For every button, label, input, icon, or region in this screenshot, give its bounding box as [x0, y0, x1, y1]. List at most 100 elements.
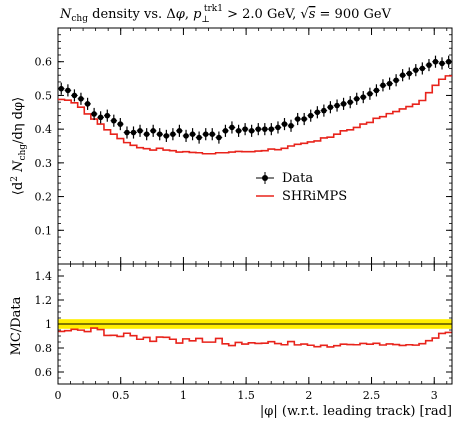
main-y-tick-label: 0.3 — [35, 157, 53, 170]
ratio-y-tick-label: 0.8 — [35, 342, 53, 355]
main-y-axis: 0.1 0.2 0.3 0.4 0.5 0.6 — [35, 34, 452, 258]
data-point — [156, 131, 163, 137]
x-tick-label: 1.5 — [237, 389, 255, 402]
ylabel-n: N — [11, 160, 26, 176]
main-y-tick-label: 0.5 — [35, 89, 53, 102]
data-point — [78, 96, 84, 102]
data-point — [111, 117, 117, 124]
data-point — [301, 116, 307, 122]
data-point — [58, 85, 65, 92]
data-point — [216, 134, 222, 141]
data-point — [176, 128, 183, 134]
main-plot-frame — [57, 27, 453, 265]
data-point — [196, 134, 202, 141]
data-point — [314, 109, 321, 116]
main-x-axis-ticks — [57, 28, 448, 264]
data-point — [294, 116, 301, 122]
data-point — [439, 60, 445, 67]
shrimps-series — [57, 75, 452, 155]
data-point — [170, 131, 176, 137]
ratio-shrimps-step-line — [57, 327, 452, 348]
ratio-panel: 0.6 0.8 1 1.2 1.4 0 0.5 1 1.5 2 2.5 3 MC/Data |φ| … — [9, 263, 453, 419]
data-point — [288, 122, 294, 129]
x-axis: 0 0.5 1 1.5 2 2.5 3 — [55, 264, 448, 402]
data-point — [130, 129, 137, 136]
x-tick-label: 0 — [55, 389, 62, 402]
title-cut: > 2.0 GeV, — [223, 7, 300, 22]
data-point — [242, 126, 248, 132]
main-panel: 0.1 0.2 0.3 0.4 0.5 0.6 ⟨d2 Nchg/dη dφ⟩ Data … — [10, 27, 453, 265]
title-n: N — [59, 7, 72, 22]
ratio-y-tick-label: 1.4 — [35, 270, 53, 283]
data-point — [189, 131, 196, 137]
data-point — [235, 128, 242, 134]
legend-shrimps-label: SHRiMPS — [282, 189, 347, 204]
legend: Data SHRiMPS — [256, 171, 347, 204]
data-point — [419, 65, 426, 72]
ylabel-mid: /dη dφ⟩ — [11, 97, 26, 144]
ratio-y-tick-label: 1.2 — [35, 294, 53, 307]
data-point — [281, 121, 288, 127]
main-y-tick-label: 0.6 — [35, 56, 53, 69]
data-series — [57, 55, 452, 144]
title-s: s — [309, 7, 316, 22]
ylabel-open: ⟨d — [11, 182, 26, 195]
data-point — [202, 131, 209, 137]
data-point — [426, 62, 432, 68]
data-point — [380, 82, 386, 89]
chart-title: Nchg density vs. Δφ, p⊥trk1 > 2.0 GeV, √… — [59, 4, 392, 25]
data-point — [406, 70, 413, 77]
data-point — [163, 133, 170, 139]
data-point — [222, 128, 229, 134]
main-y-tick-label: 0.1 — [35, 224, 53, 237]
title-sqrt: √ — [300, 7, 309, 22]
data-point — [65, 87, 71, 94]
ylabel-two: 2 — [10, 176, 20, 182]
data-point — [399, 72, 406, 78]
data-point — [340, 101, 347, 107]
ratio-y-tick-label: 1 — [45, 318, 52, 331]
data-point — [432, 58, 439, 65]
data-point — [413, 67, 419, 73]
data-point — [137, 128, 143, 134]
title-mid: density vs. Δ — [88, 7, 176, 22]
data-point — [360, 94, 367, 100]
data-point — [209, 131, 216, 137]
ratio-y-axis-label: MC/Data — [9, 296, 24, 355]
ratio-y-axis: 0.6 0.8 1 1.2 1.4 — [35, 269, 452, 379]
ratio-y-tick-label: 0.6 — [35, 366, 53, 379]
data-point — [143, 131, 150, 137]
data-point — [229, 124, 235, 131]
ratio-shrimps-series — [57, 327, 452, 348]
data-point — [275, 124, 281, 131]
x-tick-label: 2 — [305, 389, 312, 402]
data-point — [97, 114, 104, 121]
data-point — [353, 96, 360, 102]
data-point — [268, 126, 275, 132]
data-point — [71, 92, 78, 99]
x-tick-label: 2.5 — [363, 389, 381, 402]
data-point — [307, 112, 314, 119]
data-point — [262, 126, 268, 132]
data-point — [117, 121, 124, 127]
title-p-sub: ⊥ — [201, 15, 209, 25]
legend-data-label: Data — [282, 171, 313, 186]
x-tick-label: 3 — [431, 389, 438, 402]
data-point — [334, 102, 340, 109]
x-tick-label: 0.5 — [112, 389, 130, 402]
data-point — [150, 128, 156, 134]
data-point — [367, 90, 373, 97]
title-energy: = 900 GeV — [315, 7, 391, 22]
data-point — [373, 87, 380, 94]
data-point — [321, 107, 327, 114]
data-point — [248, 128, 255, 134]
title-p: p — [193, 7, 202, 22]
title-p-sup: trk1 — [204, 4, 223, 14]
ylabel-n-sub: chg — [18, 144, 28, 161]
main-y-tick-label: 0.4 — [35, 123, 53, 136]
data-point — [445, 58, 452, 65]
data-point — [124, 129, 130, 136]
data-point — [104, 112, 111, 119]
main-y-tick-label: 0.2 — [35, 191, 53, 204]
